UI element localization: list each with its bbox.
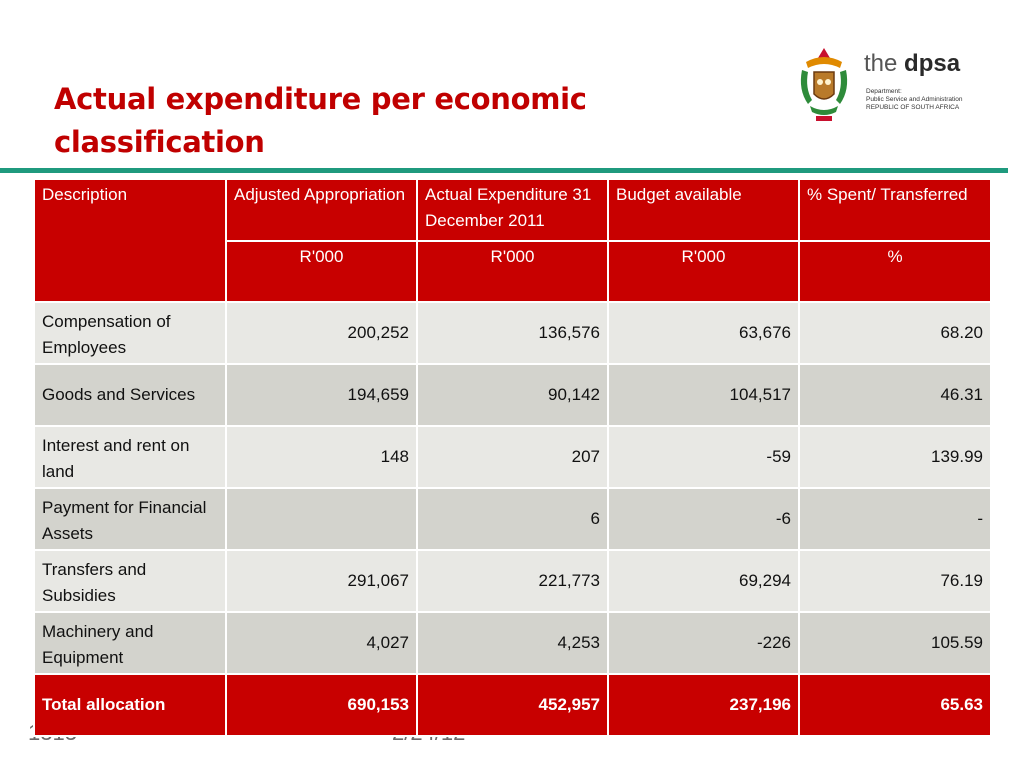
row-actual: 90,142	[416, 363, 609, 427]
dpsa-logo: the dpsa Department: Public Service and …	[796, 44, 996, 124]
unit-available: R'000	[607, 240, 800, 303]
table-row: Interest and rent on land 148 207 -59 13…	[33, 425, 992, 489]
row-description: Machinery and Equipment	[33, 611, 227, 675]
row-spent: 46.31	[798, 363, 992, 427]
unit-spent: %	[798, 240, 992, 303]
row-available: 63,676	[607, 301, 800, 365]
logo-subtitle: Department: Public Service and Administr…	[866, 88, 963, 111]
table-row: Payment for Financial Assets 6 -6 -	[33, 487, 992, 551]
row-spent: -	[798, 487, 992, 551]
total-spent: 65.63	[798, 673, 992, 737]
row-actual: 136,576	[416, 301, 609, 365]
header-adjusted: Adjusted Appropriation	[225, 178, 418, 242]
unit-actual: R'000	[416, 240, 609, 303]
slide-title: Actual expenditure per economic classifi…	[54, 82, 587, 159]
row-adjusted: 194,659	[225, 363, 418, 427]
row-adjusted: 4,027	[225, 611, 418, 675]
table-row: Goods and Services 194,659 90,142 104,51…	[33, 363, 992, 427]
table-row: Transfers and Subsidies 291,067 221,773 …	[33, 549, 992, 613]
table-units-row: R'000 R'000 R'000 %	[34, 240, 992, 303]
logo-wordmark: the dpsa	[864, 50, 961, 77]
row-spent: 68.20	[798, 301, 992, 365]
row-available: -6	[607, 487, 800, 551]
total-description: Total allocation	[33, 673, 227, 737]
header-available: Budget available	[607, 178, 800, 242]
total-actual: 452,957	[416, 673, 609, 737]
table-row: Machinery and Equipment 4,027 4,253 -226…	[33, 611, 992, 675]
row-spent: 105.59	[798, 611, 992, 675]
header-actual: Actual Expenditure 31 December 2011	[416, 178, 609, 242]
row-adjusted: 200,252	[225, 301, 418, 365]
row-adjusted: 148	[225, 425, 418, 489]
row-adjusted: 291,067	[225, 549, 418, 613]
row-actual: 221,773	[416, 549, 609, 613]
table-row: Compensation of Employees 200,252 136,57…	[33, 301, 992, 365]
header-description: Description	[33, 178, 227, 303]
row-description: Compensation of Employees	[33, 301, 227, 365]
row-actual: 207	[416, 425, 609, 489]
table-total-row: Total allocation 690,153 452,957 237,196…	[33, 673, 992, 737]
row-available: -59	[607, 425, 800, 489]
row-actual: 4,253	[416, 611, 609, 675]
header-spent: % Spent/ Transferred	[798, 178, 992, 242]
row-available: 69,294	[607, 549, 800, 613]
row-spent: 139.99	[798, 425, 992, 489]
row-available: 104,517	[607, 363, 800, 427]
total-available: 237,196	[607, 673, 800, 737]
row-adjusted	[225, 487, 418, 551]
row-actual: 6	[416, 487, 609, 551]
title-divider	[0, 168, 1008, 173]
row-description: Transfers and Subsidies	[33, 549, 227, 613]
row-spent: 76.19	[798, 549, 992, 613]
unit-adjusted: R'000	[225, 240, 418, 303]
row-description: Payment for Financial Assets	[33, 487, 227, 551]
table-header-row: Description Adjusted Appropriation Actua…	[33, 178, 992, 303]
coat-of-arms-icon	[800, 48, 848, 121]
total-adjusted: 690,153	[225, 673, 418, 737]
expenditure-table: Description Adjusted Appropriation Actua…	[33, 178, 992, 737]
row-description: Goods and Services	[33, 363, 227, 427]
row-available: -226	[607, 611, 800, 675]
row-description: Interest and rent on land	[33, 425, 227, 489]
